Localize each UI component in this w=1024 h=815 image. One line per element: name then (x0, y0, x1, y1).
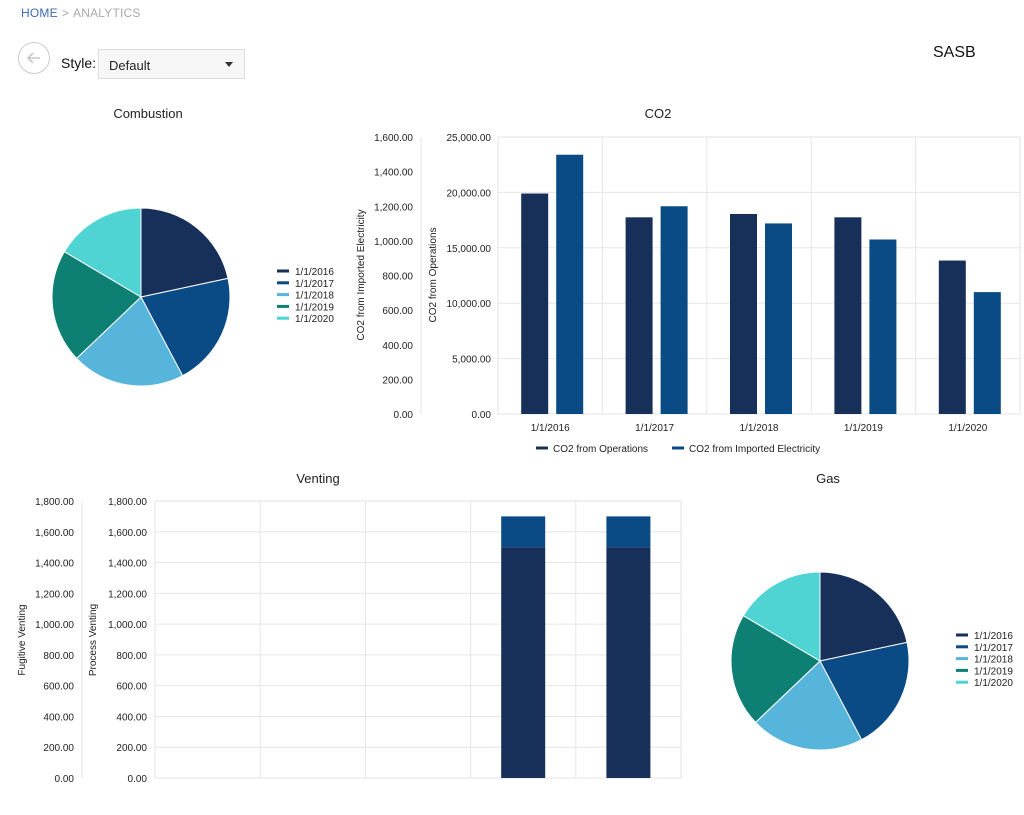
gas-legend-label-3: 1/1/2019 (974, 666, 1013, 677)
co2-left-axis-tick-4: 800.00 (382, 272, 413, 283)
combustion-slice-4 (63, 207, 142, 298)
venting-title: Venting (296, 471, 339, 486)
venting-left-axis-tick-5: 1,000.00 (35, 620, 74, 631)
co2-x-tick-0: 1/1/2016 (531, 423, 570, 434)
venting-bar-0-4 (606, 547, 651, 778)
gas-legend-label-1: 1/1/2017 (974, 643, 1013, 654)
chevron-down-icon (225, 62, 233, 67)
report-title: SASB (933, 44, 976, 61)
gas-title: Gas (816, 471, 840, 486)
co2-right-axis-label: CO2 from Operations (428, 227, 439, 322)
co2-x-tick-4: 1/1/2020 (948, 423, 987, 434)
venting-right-axis-tick-3: 600.00 (116, 682, 147, 693)
venting-left-axis-tick-9: 1,800.00 (35, 497, 74, 508)
gas-slice-2 (754, 660, 863, 751)
venting-left-axis-tick-4: 800.00 (43, 651, 74, 662)
gas-legend-label-2: 1/1/2018 (974, 655, 1013, 666)
co2-left-axis-tick-3: 600.00 (382, 306, 413, 317)
co2-bar-0-4 (938, 260, 966, 414)
co2-left-axis-tick-5: 1,000.00 (374, 237, 413, 248)
venting-left-axis-tick-0: 0.00 (55, 774, 75, 785)
venting-left-axis-tick-8: 1,600.00 (35, 528, 74, 539)
co2-left-axis-tick-7: 1,400.00 (374, 168, 413, 179)
co2-bar-0-3 (834, 217, 862, 414)
co2-right-axis-tick-1: 5,000.00 (452, 355, 491, 366)
co2-right-axis-tick-5: 25,000.00 (447, 133, 492, 144)
combustion-legend-label-1: 1/1/2017 (295, 279, 334, 290)
co2-left-axis-tick-6: 1,200.00 (374, 202, 413, 213)
combustion-legend-label-0: 1/1/2016 (295, 267, 334, 278)
co2-right-axis-tick-4: 20,000.00 (447, 188, 492, 199)
gas-legend-label-4: 1/1/2020 (974, 678, 1013, 689)
co2-left-axis-tick-8: 1,600.00 (374, 133, 413, 144)
co2-x-tick-2: 1/1/2018 (740, 423, 779, 434)
co2-legend-label-0: CO2 from Operations (553, 444, 648, 455)
co2-bar-0-1 (625, 217, 653, 414)
co2-bar-1-3 (869, 239, 897, 414)
breadcrumb-home-link[interactable]: HOME (21, 6, 58, 20)
venting-left-axis-label: Fugitive Venting (17, 604, 28, 675)
co2-left-axis-tick-0: 0.00 (394, 410, 414, 421)
co2-bar-1-0 (556, 154, 584, 414)
gas-slice-4 (742, 571, 821, 662)
co2-bar-1-4 (973, 292, 1001, 414)
co2-right-axis-tick-3: 15,000.00 (447, 244, 492, 255)
venting-right-axis-tick-5: 1,000.00 (108, 620, 147, 631)
co2-bar-1-1 (660, 206, 688, 414)
co2-plot-frame (497, 136, 1021, 415)
venting-right-axis-tick-2: 400.00 (116, 712, 147, 723)
co2-bar-1-2 (765, 223, 792, 414)
co2-left-axis-label: CO2 from Imported Electricity (356, 209, 367, 340)
breadcrumb-separator: > (61, 6, 70, 20)
style-label: Style: (61, 55, 97, 71)
breadcrumb-current: ANALYTICS (73, 6, 141, 20)
venting-right-axis-tick-7: 1,400.00 (108, 559, 147, 570)
gas-slice-3 (730, 614, 821, 724)
venting-bar-0-3 (501, 547, 546, 778)
arrow-left-icon (26, 52, 40, 64)
breadcrumb: HOME > ANALYTICS (21, 6, 141, 20)
venting-left-axis-tick-3: 600.00 (43, 682, 74, 693)
combustion-slice-0 (140, 207, 229, 298)
venting-left-axis-tick-1: 200.00 (43, 743, 74, 754)
style-dropdown-value: Default (109, 58, 151, 73)
co2-legend-label-1: CO2 from Imported Electricity (689, 444, 820, 455)
co2-right-axis-tick-2: 10,000.00 (447, 299, 492, 310)
venting-right-axis-tick-9: 1,800.00 (108, 497, 147, 508)
co2-right-axis-tick-0: 0.00 (472, 410, 492, 421)
venting-right-axis-label: Process Venting (88, 604, 99, 676)
co2-left-axis-tick-1: 200.00 (382, 375, 413, 386)
co2-bar-0-0 (521, 193, 549, 414)
combustion-slice-2 (75, 296, 184, 387)
venting-bar-1-4 (606, 516, 651, 548)
combustion-legend-label-3: 1/1/2019 (295, 302, 334, 313)
venting-bar-1-3 (501, 516, 546, 548)
back-button[interactable] (18, 42, 50, 74)
co2-x-tick-3: 1/1/2019 (844, 423, 883, 434)
combustion-slice-1 (140, 277, 231, 377)
gas-legend-label-0: 1/1/2016 (974, 631, 1013, 642)
combustion-legend-label-4: 1/1/2020 (295, 314, 334, 325)
venting-right-axis-tick-8: 1,600.00 (108, 528, 147, 539)
gas-slice-1 (819, 641, 910, 741)
combustion-slice-3 (51, 250, 142, 360)
venting-plot-frame (154, 500, 682, 779)
venting-right-axis-tick-6: 1,200.00 (108, 589, 147, 600)
co2-title: CO2 (645, 106, 672, 121)
co2-x-tick-1: 1/1/2017 (635, 423, 674, 434)
combustion-title: Combustion (113, 106, 182, 121)
venting-right-axis-tick-1: 200.00 (116, 743, 147, 754)
venting-left-axis-tick-2: 400.00 (43, 712, 74, 723)
venting-left-axis-tick-6: 1,200.00 (35, 589, 74, 600)
co2-left-axis-tick-2: 400.00 (382, 341, 413, 352)
venting-right-axis-tick-4: 800.00 (116, 651, 147, 662)
combustion-legend-label-2: 1/1/2018 (295, 291, 334, 302)
co2-bar-0-2 (730, 214, 757, 414)
gas-slice-0 (819, 571, 908, 662)
venting-right-axis-tick-0: 0.00 (128, 774, 148, 785)
venting-left-axis-tick-7: 1,400.00 (35, 559, 74, 570)
style-dropdown[interactable]: Default (98, 49, 245, 79)
